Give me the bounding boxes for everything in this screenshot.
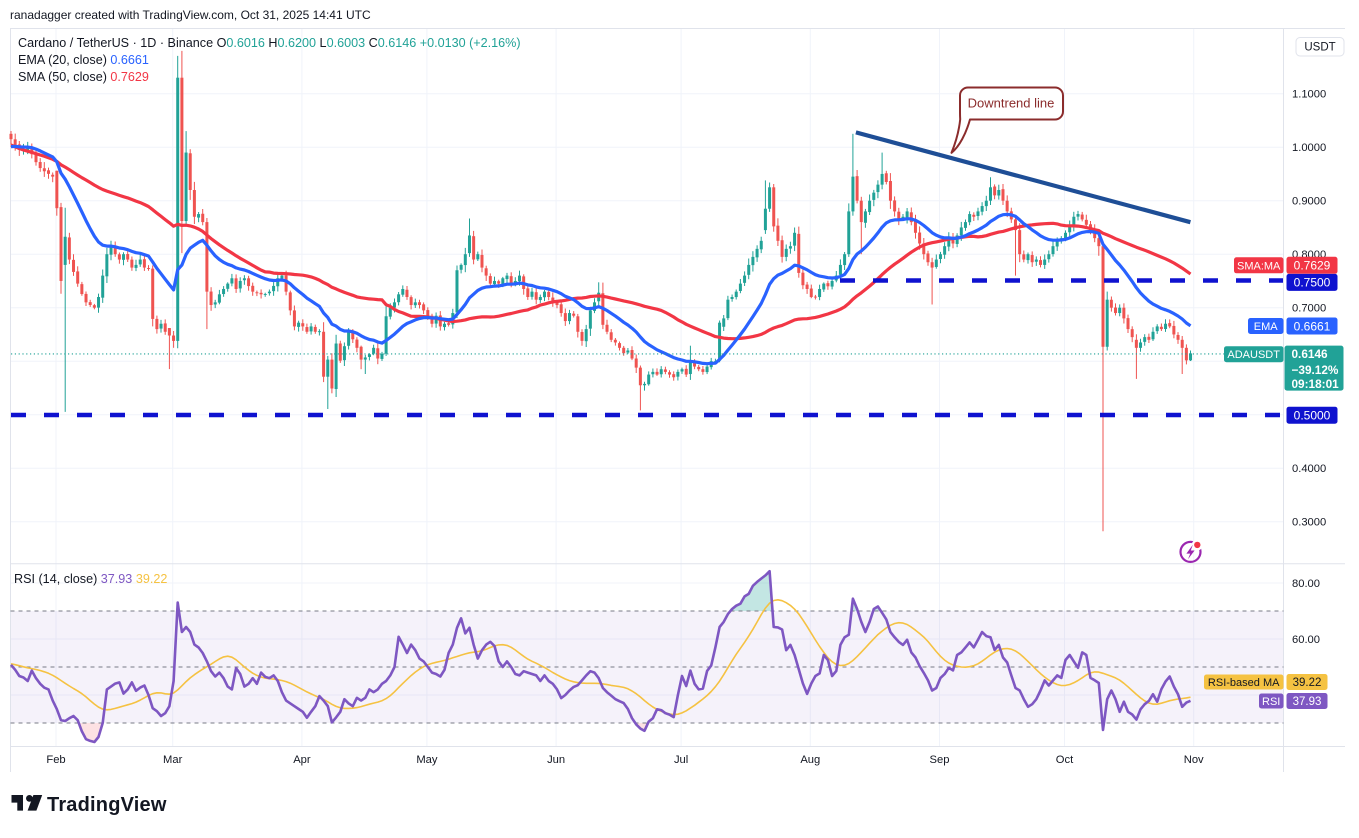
svg-text:ADAUSDT: ADAUSDT <box>1227 349 1280 361</box>
svg-text:09:18:01: 09:18:01 <box>1292 377 1340 391</box>
svg-text:60.00: 60.00 <box>1292 634 1320 646</box>
svg-text:Cardano / TetherUS · 1D · Bina: Cardano / TetherUS · 1D · Binance O0.601… <box>18 36 521 50</box>
svg-text:0.9000: 0.9000 <box>1292 196 1326 208</box>
svg-text:TradingView: TradingView <box>47 794 167 816</box>
svg-text:Jul: Jul <box>674 754 688 766</box>
svg-text:Feb: Feb <box>46 754 65 766</box>
svg-text:0.4000: 0.4000 <box>1292 463 1326 475</box>
svg-text:Aug: Aug <box>800 754 820 766</box>
svg-text:0.3000: 0.3000 <box>1292 517 1326 529</box>
svg-text:0.7000: 0.7000 <box>1292 303 1326 315</box>
svg-text:0.7500: 0.7500 <box>1294 276 1331 290</box>
svg-text:Apr: Apr <box>293 754 311 766</box>
svg-text:80.00: 80.00 <box>1292 578 1320 590</box>
svg-text:0.6661: 0.6661 <box>1294 319 1331 333</box>
svg-text:Downtrend line: Downtrend line <box>968 96 1055 111</box>
svg-text:RSI: RSI <box>1262 696 1280 708</box>
svg-text:Mar: Mar <box>163 754 183 766</box>
svg-text:May: May <box>416 754 438 766</box>
svg-text:−39.12%: −39.12% <box>1292 363 1339 377</box>
svg-text:1.1000: 1.1000 <box>1292 89 1326 101</box>
svg-text:Nov: Nov <box>1184 754 1204 766</box>
svg-text:Jun: Jun <box>547 754 565 766</box>
svg-text:SMA:MA: SMA:MA <box>1237 260 1281 272</box>
svg-text:SMA (50, close) 0.7629: SMA (50, close) 0.7629 <box>18 70 149 84</box>
svg-text:Oct: Oct <box>1056 754 1074 766</box>
svg-text:1.0000: 1.0000 <box>1292 142 1326 154</box>
svg-text:37.93: 37.93 <box>1293 696 1322 708</box>
svg-text:EMA (20, close) 0.6661: EMA (20, close) 0.6661 <box>18 53 149 67</box>
svg-text:0.6146: 0.6146 <box>1292 347 1329 361</box>
svg-text:RSI-based MA: RSI-based MA <box>1208 677 1280 689</box>
svg-text:0.7629: 0.7629 <box>1294 259 1331 273</box>
svg-text:EMA: EMA <box>1254 321 1279 333</box>
svg-text:0.5000: 0.5000 <box>1294 409 1331 423</box>
svg-text:ranadagger created with Tradin: ranadagger created with TradingView.com,… <box>10 8 371 22</box>
svg-text:RSI (14, close) 37.93 39.22: RSI (14, close) 37.93 39.22 <box>14 572 167 586</box>
svg-text:39.22: 39.22 <box>1293 677 1322 689</box>
svg-text:USDT: USDT <box>1304 42 1335 54</box>
svg-text:Sep: Sep <box>930 754 950 766</box>
